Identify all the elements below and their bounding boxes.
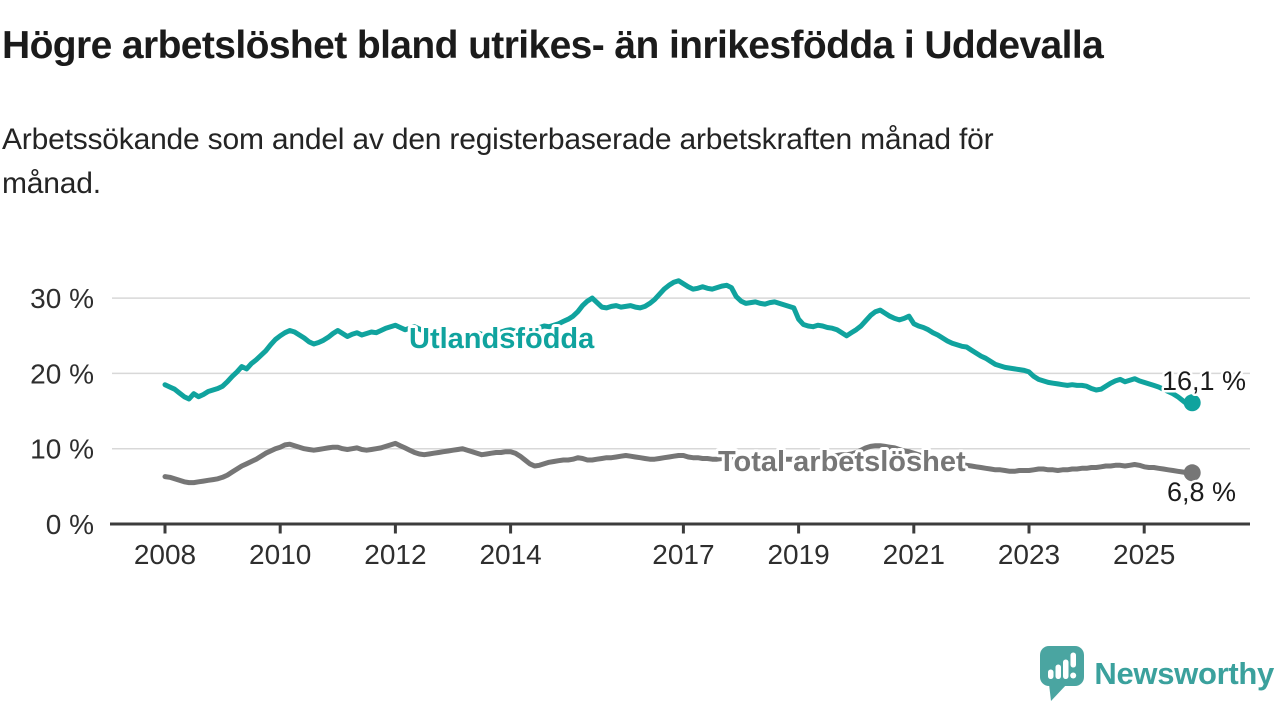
newsworthy-logo-icon — [1040, 646, 1085, 701]
end-point-marker-utlandsfodda — [1183, 394, 1201, 412]
y-axis-tick-label: 10 % — [30, 434, 94, 465]
end-value-label-utlandsfodda: 16,1 % — [1162, 366, 1246, 396]
x-axis-tick-label: 2010 — [249, 539, 311, 570]
x-axis-tick-label: 2008 — [134, 539, 196, 570]
x-axis-tick-label: 2014 — [479, 539, 541, 570]
x-axis-tick-label: 2012 — [364, 539, 426, 570]
x-axis-tick-label: 2019 — [767, 539, 829, 570]
chart-subtitle-line1: Arbetssökande som andel av den registerb… — [2, 123, 994, 156]
y-axis-tick-label: 0 % — [46, 509, 94, 540]
end-value-label-total: 6,8 % — [1167, 477, 1236, 507]
brand-logo: Newsworthy — [1039, 645, 1274, 702]
series-label-utlandsfodda: Utlandsfödda — [409, 323, 595, 355]
x-axis-tick-label: 2023 — [998, 539, 1060, 570]
brand-name: Newsworthy — [1094, 655, 1274, 691]
x-axis-tick-label: 2017 — [652, 539, 714, 570]
end-point-marker-total — [1183, 464, 1201, 482]
chart-title: Högre arbetslöshet bland utrikes- än inr… — [2, 24, 1104, 67]
y-axis-tick-label: 30 % — [30, 283, 94, 314]
chart-subtitle-line2: månad. — [2, 167, 101, 201]
chart-subtitle: Arbetssökande som andel av den registerb… — [2, 118, 994, 206]
y-axis-tick-label: 20 % — [30, 358, 94, 389]
line-series-total — [162, 440, 1195, 486]
series-label-total-arbetsloshet: Total arbetslöshet — [718, 446, 966, 478]
line-series-utlandsfodda — [162, 278, 1195, 407]
x-axis-tick-label: 2025 — [1113, 539, 1175, 570]
x-axis-tick-label: 2021 — [883, 539, 945, 570]
